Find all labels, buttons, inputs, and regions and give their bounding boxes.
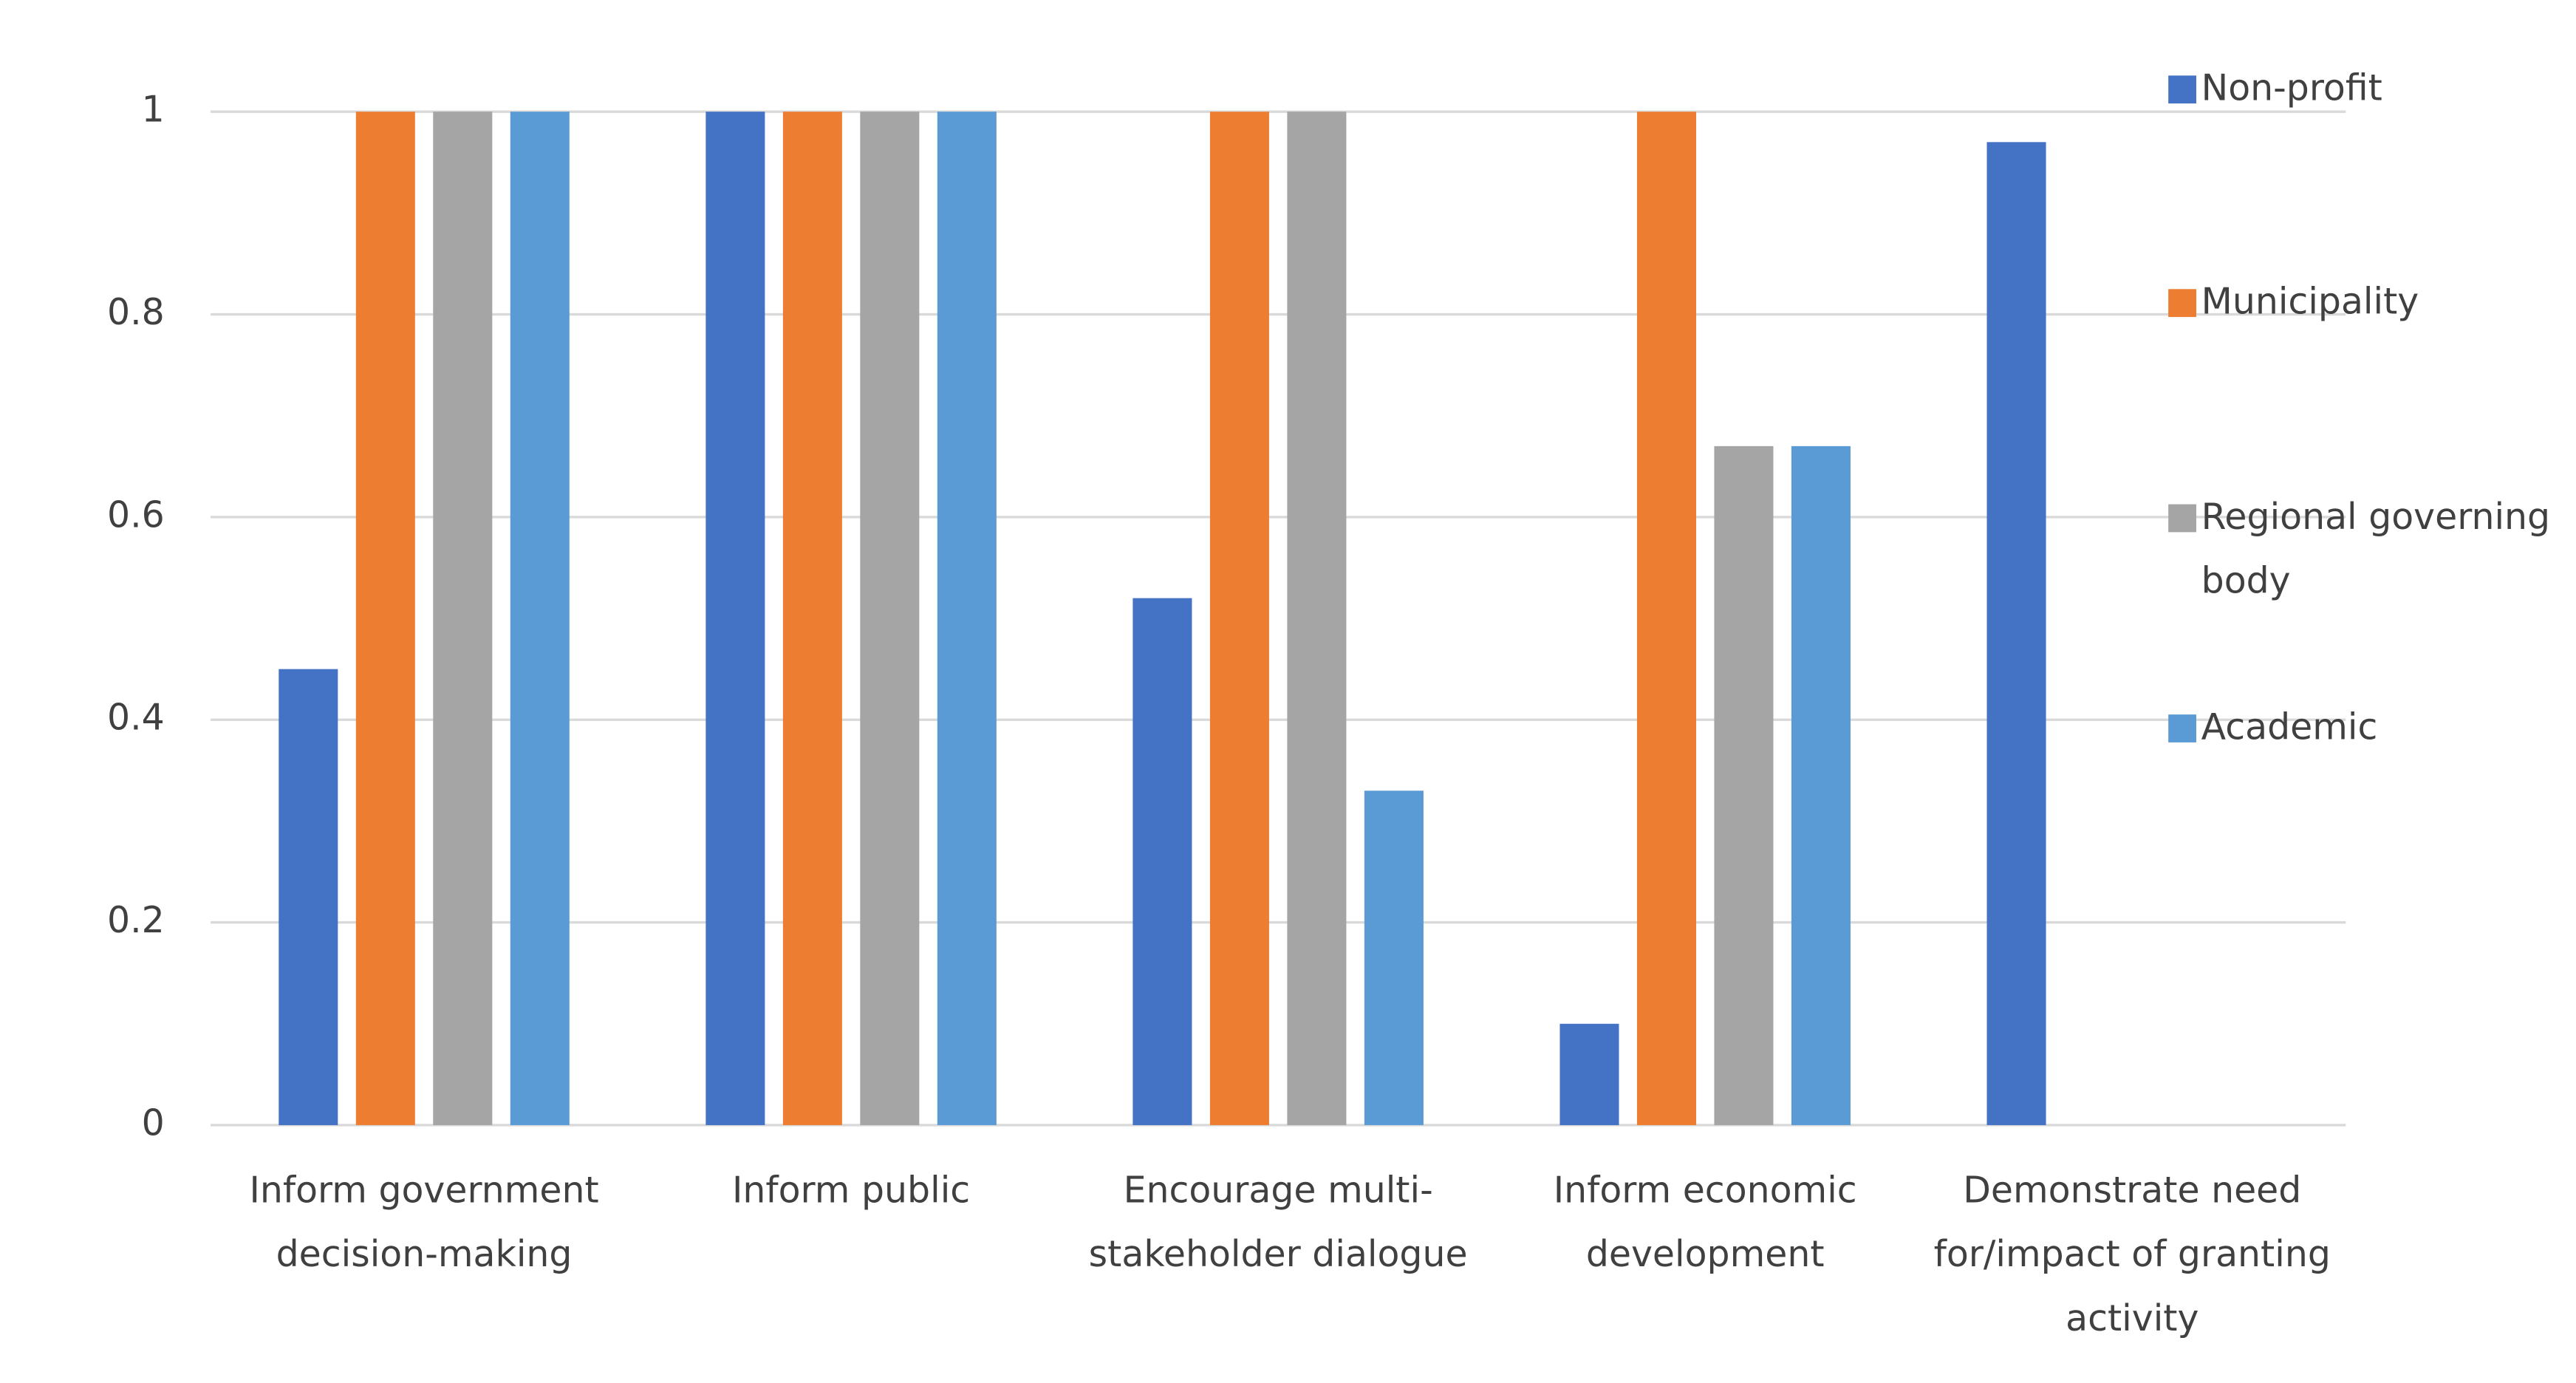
- legend-swatch: [2168, 75, 2196, 104]
- bar: [279, 669, 338, 1125]
- y-tick-label: 0.2: [107, 899, 165, 941]
- bar: [1364, 790, 1424, 1125]
- bar: [1287, 112, 1347, 1125]
- legend-label: Non-profit: [2201, 69, 2382, 110]
- legend-label-box: Municipality: [2201, 282, 2419, 324]
- legend-label: Academic: [2201, 708, 2378, 749]
- x-tick-label: Encourage multi-stakeholder dialogue: [1088, 1171, 1468, 1277]
- legend-swatch: [2168, 714, 2196, 742]
- y-tick-label: 0.6: [107, 494, 165, 536]
- legend-label-box: Non-profit: [2201, 69, 2382, 110]
- legend-label: Regional governing body: [2201, 497, 2551, 603]
- bar: [1714, 445, 1774, 1125]
- y-tick-label: 0.8: [107, 291, 165, 333]
- bar: [782, 112, 842, 1125]
- legend-swatch: [2168, 289, 2196, 318]
- x-tick-label-box: Encourage multi-stakeholder dialogue: [1088, 1171, 1468, 1277]
- bar: [706, 112, 765, 1125]
- x-tick-label-box: Inform public: [731, 1171, 971, 1212]
- bar: [1559, 1023, 1619, 1125]
- y-tick-label: 1: [142, 89, 165, 131]
- x-tick-label: Inform economic development: [1553, 1171, 1857, 1277]
- legend-label-box: Academic: [2201, 708, 2378, 749]
- bar: [510, 112, 570, 1125]
- bar: [937, 112, 997, 1125]
- bar: [1209, 112, 1269, 1125]
- x-tick-label: Demonstrate need for/impact of granting …: [1933, 1171, 2331, 1341]
- legend-swatch: [2168, 504, 2196, 533]
- legend-label: Municipality: [2201, 282, 2419, 324]
- y-tick-label: 0: [142, 1102, 165, 1144]
- y-tick-label: 0.4: [107, 697, 165, 739]
- x-tick-label-box: Inform economic development: [1553, 1171, 1857, 1277]
- x-tick-label-box: Demonstrate need for/impact of granting …: [1933, 1171, 2331, 1341]
- bar: [1636, 112, 1696, 1125]
- bar: [1132, 598, 1192, 1125]
- legend-label-box: Regional governing body: [2201, 497, 2551, 603]
- bar: [433, 112, 493, 1125]
- x-tick-label-box: Inform government decision-making: [249, 1171, 599, 1277]
- bar: [1791, 445, 1851, 1125]
- x-tick-label: Inform public: [731, 1171, 971, 1212]
- bar: [1986, 142, 2046, 1125]
- bar: [355, 112, 415, 1125]
- x-tick-label: Inform government decision-making: [249, 1171, 599, 1277]
- bar: [860, 112, 920, 1125]
